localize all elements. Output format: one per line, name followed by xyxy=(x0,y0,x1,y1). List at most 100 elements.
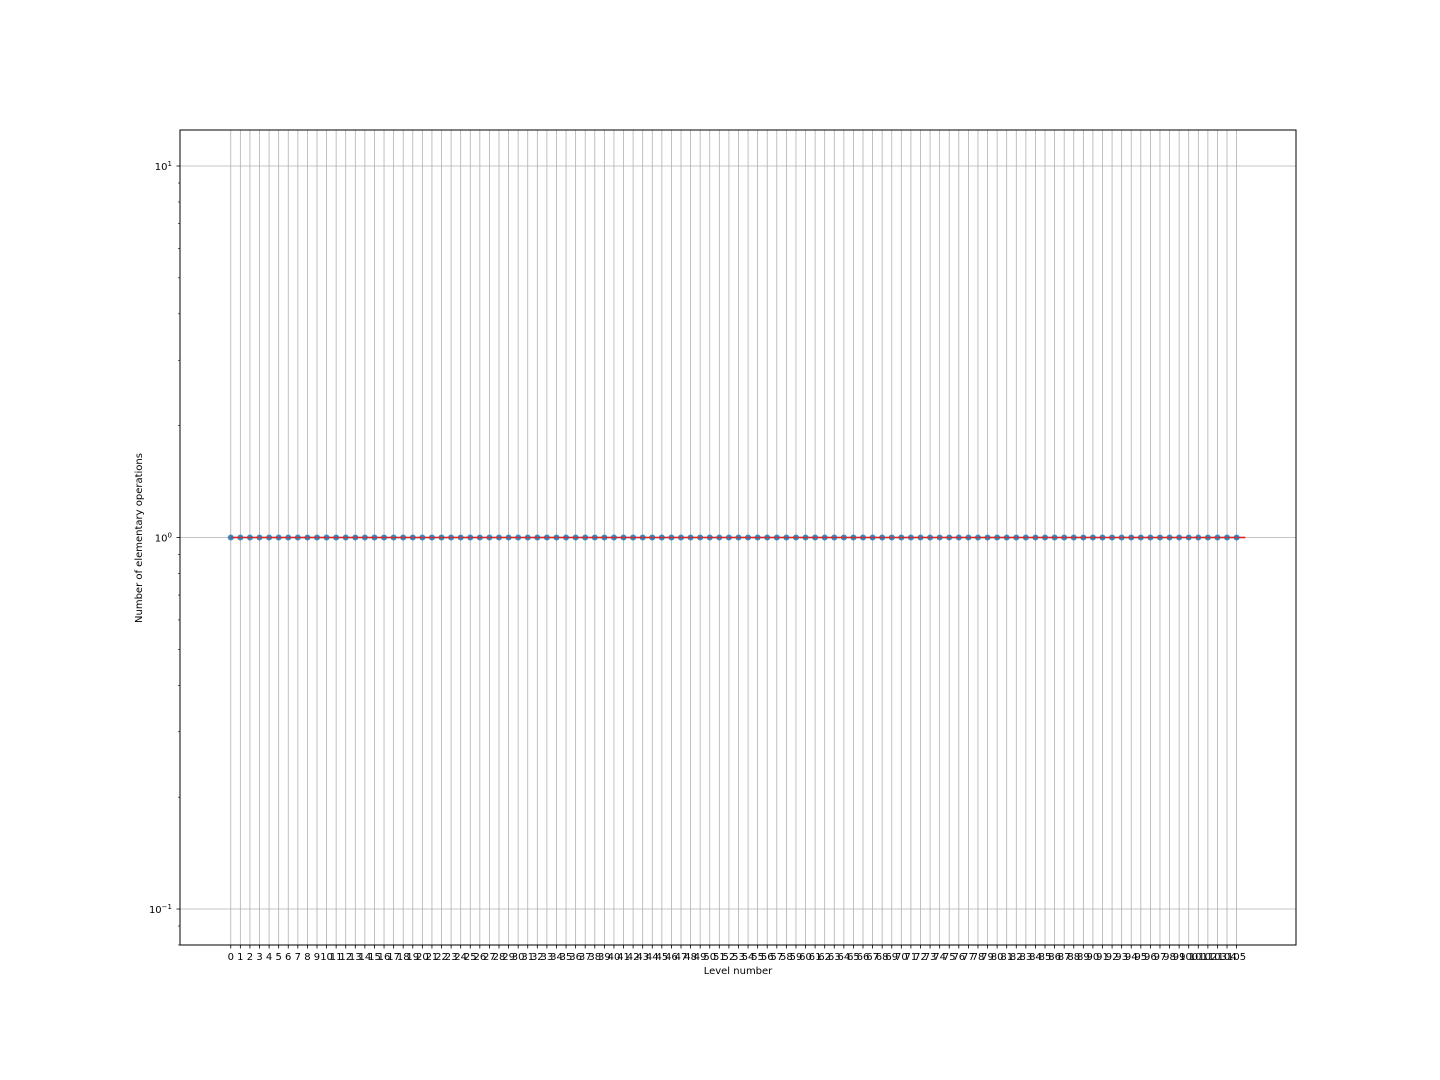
x-tick-label: 7 xyxy=(295,952,301,963)
x-tick-label: 96 xyxy=(1144,952,1157,963)
x-tick-label: 29 xyxy=(502,952,515,963)
x-tick-label: 72 xyxy=(914,952,927,963)
y-tick-label: 10−1 xyxy=(149,903,172,916)
x-tick-label: 34 xyxy=(550,952,563,963)
x-tick-label: 17 xyxy=(387,952,400,963)
x-tick-label: 33 xyxy=(541,952,554,963)
x-tick-label: 50 xyxy=(703,952,716,963)
x-tick-label: 83 xyxy=(1019,952,1032,963)
x-tick-label: 45 xyxy=(655,952,668,963)
x-tick-label: 67 xyxy=(866,952,879,963)
x-tick-label: 10 xyxy=(320,952,333,963)
x-tick-label: 71 xyxy=(905,952,918,963)
x-tick-label: 11 xyxy=(330,952,343,963)
x-tick-label: 48 xyxy=(684,952,697,963)
x-tick-label: 32 xyxy=(531,952,544,963)
x-tick-label: 66 xyxy=(857,952,870,963)
x-tick-label: 65 xyxy=(847,952,860,963)
y-tick-label: 101 xyxy=(155,160,172,173)
x-tick-label: 79 xyxy=(981,952,994,963)
x-tick-label: 55 xyxy=(751,952,764,963)
x-tick-label: 12 xyxy=(339,952,352,963)
data-series xyxy=(227,534,1246,541)
x-tick-label: 77 xyxy=(962,952,975,963)
x-tick-label: 91 xyxy=(1096,952,1109,963)
x-tick-label: 2 xyxy=(247,952,253,963)
x-tick-label: 102 xyxy=(1198,952,1217,963)
x-tick-label: 101 xyxy=(1189,952,1208,963)
x-tick-label: 63 xyxy=(828,952,841,963)
x-tick-label: 59 xyxy=(790,952,803,963)
x-tick-label: 52 xyxy=(723,952,736,963)
x-tick-label: 6 xyxy=(285,952,291,963)
x-tick-label: 68 xyxy=(876,952,889,963)
x-tick-label: 84 xyxy=(1029,952,1042,963)
x-tick-label: 100 xyxy=(1179,952,1198,963)
x-tick-label: 24 xyxy=(454,952,467,963)
x-tick-label: 99 xyxy=(1173,952,1186,963)
y-tick-label: 100 xyxy=(155,532,172,545)
x-tick-label: 90 xyxy=(1087,952,1100,963)
x-tick-label: 74 xyxy=(933,952,946,963)
x-tick-label: 94 xyxy=(1125,952,1138,963)
x-tick-label: 104 xyxy=(1217,952,1236,963)
x-tick-label: 21 xyxy=(426,952,439,963)
x-tick-label: 60 xyxy=(799,952,812,963)
x-tick-label: 70 xyxy=(895,952,908,963)
x-tick-label: 41 xyxy=(617,952,630,963)
x-tick-label: 76 xyxy=(952,952,965,963)
x-tick-label: 82 xyxy=(1010,952,1023,963)
x-tick-label: 88 xyxy=(1067,952,1080,963)
x-tick-label: 62 xyxy=(818,952,831,963)
x-tick-label: 80 xyxy=(991,952,1004,963)
x-tick-label: 92 xyxy=(1106,952,1119,963)
x-tick-label: 16 xyxy=(378,952,391,963)
x-axis-ticks: 0 1 2 3 4 5 6 7 8 9 101112131415161718192021222324… xyxy=(228,945,1246,963)
x-tick-label: 95 xyxy=(1134,952,1147,963)
x-tick-label: 27 xyxy=(483,952,496,963)
x-tick-label: 93 xyxy=(1115,952,1128,963)
x-tick-label: 30 xyxy=(512,952,525,963)
x-tick-label: 38 xyxy=(588,952,601,963)
x-tick-label: 28 xyxy=(493,952,506,963)
x-tick-label: 4 xyxy=(266,952,272,963)
x-tick-label: 43 xyxy=(636,952,649,963)
y-axis-label: Number of elementary operations xyxy=(134,453,145,623)
x-tick-label: 47 xyxy=(675,952,688,963)
x-tick-label: 18 xyxy=(397,952,410,963)
x-tick-label: 85 xyxy=(1039,952,1052,963)
x-tick-label: 58 xyxy=(780,952,793,963)
x-tick-label: 1 xyxy=(237,952,243,963)
x-tick-label: 78 xyxy=(972,952,985,963)
x-tick-label: 49 xyxy=(694,952,707,963)
x-tick-label: 87 xyxy=(1058,952,1071,963)
x-tick-label: 42 xyxy=(627,952,640,963)
x-tick-label: 19 xyxy=(406,952,419,963)
x-axis-label: Level number xyxy=(704,966,773,977)
x-tick-label: 86 xyxy=(1048,952,1061,963)
x-tick-label: 3 xyxy=(256,952,262,963)
x-tick-label: 53 xyxy=(732,952,745,963)
x-tick-label: 31 xyxy=(521,952,534,963)
x-tick-label: 64 xyxy=(837,952,850,963)
x-tick-label: 9 xyxy=(314,952,320,963)
x-tick-label: 14 xyxy=(359,952,372,963)
x-tick-label: 89 xyxy=(1077,952,1090,963)
x-tick-label: 40 xyxy=(608,952,621,963)
x-tick-label: 8 xyxy=(304,952,310,963)
x-tick-label: 13 xyxy=(349,952,362,963)
x-tick-label: 97 xyxy=(1154,952,1167,963)
x-tick-label: 98 xyxy=(1163,952,1176,963)
x-tick-label: 0 xyxy=(228,952,234,963)
x-tick-label: 20 xyxy=(416,952,429,963)
x-tick-label: 5 xyxy=(275,952,281,963)
x-tick-label: 56 xyxy=(761,952,774,963)
x-tick-label: 22 xyxy=(435,952,448,963)
x-tick-label: 46 xyxy=(665,952,678,963)
x-tick-label: 39 xyxy=(598,952,611,963)
x-tick-label: 57 xyxy=(770,952,783,963)
x-tick-label: 36 xyxy=(569,952,582,963)
x-tick-label: 44 xyxy=(646,952,659,963)
x-tick-label: 26 xyxy=(473,952,486,963)
